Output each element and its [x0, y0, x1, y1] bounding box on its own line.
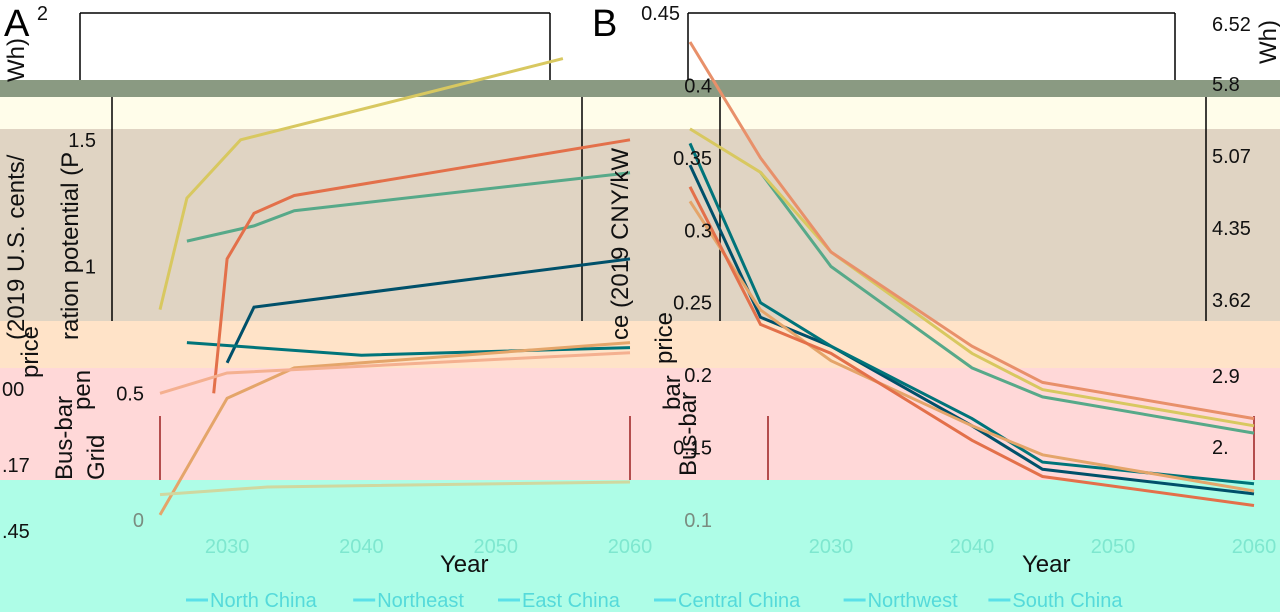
- panel-b-y2-tick-label: 2.9: [1212, 366, 1240, 388]
- panel-a-y-title-fragment-2: ration potential (P: [57, 152, 84, 340]
- panel-b-x-tick-label: 2030: [809, 536, 854, 558]
- panel-b-x-tick-label: 2040: [950, 536, 995, 558]
- legend-label: North China: [210, 590, 318, 612]
- panel-b-tick-labels: 0.1 0.15 0.2 0.25 0.3 0.35 0.4 0.45 2. 2.9 3.62 4.3…: [641, 3, 1276, 558]
- panel-a-letter: A: [4, 3, 30, 45]
- panel-a-tick-labels: 0 0.5 1 1.5 2 2030 2040 2050 2060: [37, 3, 652, 558]
- panel-a-series: [158, 57, 631, 516]
- panel-a-x-tick-label: 2030: [205, 536, 250, 558]
- panel-b-y2-tick-label: 6.52: [1212, 14, 1251, 36]
- legend-label: Northeast: [377, 590, 464, 612]
- panel-a-y-tick-label: 0: [133, 510, 144, 532]
- panel-b-series-line: [688, 186, 1255, 507]
- panel-b-series: [688, 41, 1255, 507]
- panel-b-y2-tick-label: 4.35: [1212, 218, 1251, 240]
- panel-b-y-title-fragment-3: bar: [659, 375, 686, 410]
- panel-a-y-title-fragment-3: Wh): [3, 38, 30, 82]
- panel-a-y-tick-label: 1.5: [68, 130, 96, 152]
- panel-b-x-tick-label: 2050: [1091, 536, 1136, 558]
- panel-b-x-axis-title: Year: [1022, 551, 1071, 578]
- panel-b: B 0.1 0.15 0.2 0.25 0.3 0.35 0.4 0.45 2. 2.9 3.62 4…: [592, 3, 1280, 578]
- legend-label: East China: [522, 590, 621, 612]
- panel-a-series-line: [186, 171, 631, 243]
- legend-label: South China: [1012, 590, 1123, 612]
- panel-b-y-title-fragment-1: ce (2019 CNY/kW: [607, 148, 634, 340]
- panel-a-left-fragment-tick: .45: [2, 521, 30, 543]
- panel-a-y-title-fragment-1: (2019 U.S. cents/: [3, 154, 30, 340]
- panel-a-series-line: [225, 257, 631, 364]
- panel-b-y-tick-label: 0.4: [684, 75, 712, 97]
- panel-a-y-title-fragment-7: Grid: [83, 435, 110, 480]
- panel-b-series-line: [688, 142, 1255, 486]
- panel-a-y-tick-label: 2: [37, 3, 48, 25]
- panel-b-series-line: [688, 200, 1255, 493]
- panel-b-right-title-fragment-1: Wh): [1255, 20, 1280, 64]
- panel-a-y-title-fragment-5: pen: [69, 370, 96, 410]
- panel-b-y2-tick-label: 5.07: [1212, 146, 1251, 168]
- panel-b-x-tick-label: 2060: [1232, 536, 1277, 558]
- panel-b-y2-tick-label: 5.8: [1212, 74, 1240, 96]
- legend-label: Northwest: [868, 590, 958, 612]
- panel-b-y-tick-label: 0.45: [641, 3, 680, 25]
- panel-b-y-tick-label: 0.1: [684, 510, 712, 532]
- panel-b-y2-tick-label: 2.: [1212, 437, 1229, 459]
- panel-b-y-tick-label: 0.15: [673, 438, 712, 460]
- panel-a-left-fragment-tick: 00: [2, 379, 24, 401]
- background-band: [0, 97, 1280, 129]
- panel-b-y-tick-label: 0.25: [673, 293, 712, 315]
- panel-b-series-line: [688, 41, 1255, 421]
- panel-a-y-tick-label: 1: [85, 257, 96, 279]
- background-band: [0, 129, 1280, 321]
- panel-a-x-tick-label: 2050: [473, 536, 518, 558]
- panel-a-series-line: [159, 351, 631, 395]
- panel-b-series-line: [759, 171, 1255, 435]
- panel-b-y-tick-label: 0.35: [673, 148, 712, 170]
- legend-label: Central China: [678, 590, 801, 612]
- panel-b-series-line: [689, 127, 1255, 428]
- panel-b-y-title-fragment-4: Bus-bar: [675, 392, 702, 476]
- panel-a-x-tick-label: 2060: [608, 536, 653, 558]
- panel-b-y-tick-label: 0.2: [684, 365, 712, 387]
- panel-a: A 0 0.5 1 1.5 2 2030 2040 2050 2060 Year (2019 U…: [2, 3, 652, 578]
- panel-b-y-tick-label: 0.3: [684, 220, 712, 242]
- background-band: [0, 80, 1280, 97]
- panel-a-x-axis-title: Year: [440, 551, 489, 578]
- panel-a-series-line: [158, 57, 564, 310]
- legend: North China Northeast East China Central Ch…: [186, 590, 1123, 612]
- panel-b-y2-tick-label: 3.62: [1212, 290, 1251, 312]
- panel-b-letter: B: [592, 3, 617, 45]
- panel-a-x-tick-label: 2040: [339, 536, 384, 558]
- panel-b-y-title-fragment-2: price: [651, 312, 678, 364]
- panel-a-y-tick-label: 0.5: [116, 383, 144, 405]
- panel-a-series-line: [159, 480, 631, 497]
- panel-a-series-line: [212, 138, 631, 394]
- panel-a-left-fragment-tick: .17: [2, 455, 30, 477]
- panel-a-series-line: [158, 341, 631, 516]
- panel-a-y-title-fragment-4: price: [17, 326, 44, 378]
- panel-a-y-title-fragment-6: Bus-bar: [51, 396, 78, 480]
- background-band: [0, 480, 1280, 612]
